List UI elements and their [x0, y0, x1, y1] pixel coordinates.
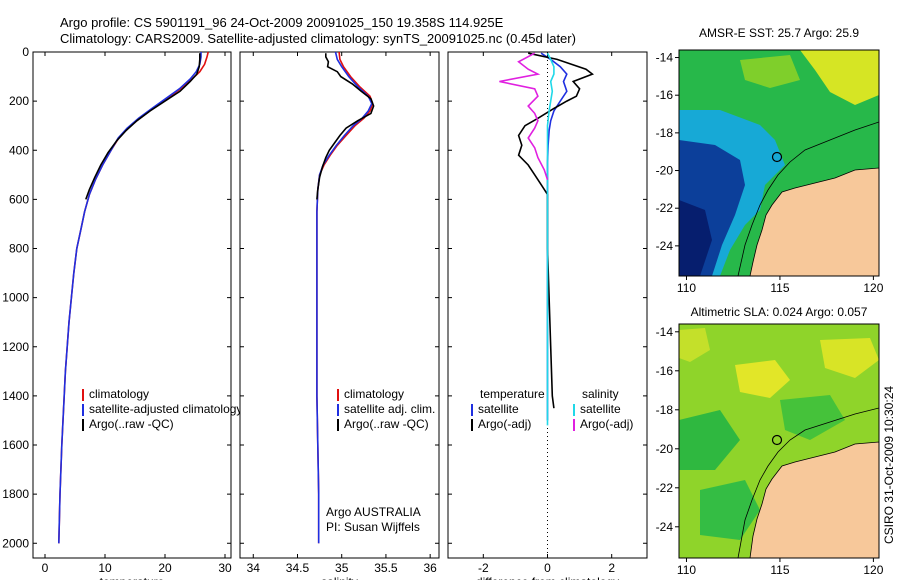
difference-profile-legend-label: Argo(-adj): [580, 417, 633, 431]
temperature-profile-series-argo-raw-qc-: [85, 53, 201, 200]
salinity-profile-legend-label: satellite adj. clim.: [344, 402, 435, 416]
salinity-profile-annotation: Argo AUSTRALIA: [326, 505, 421, 519]
sst-map-ytick-label: -24: [656, 239, 674, 253]
difference-profile-legend-label: satellite: [580, 402, 621, 416]
sla-shelf-contour: [737, 407, 879, 558]
side-timestamp-label: CSIRO 31-Oct-2009 10:30:24: [882, 386, 896, 544]
sla-map-frame: [678, 323, 880, 559]
sst-map-frame: [678, 49, 880, 277]
figure-title-line1: Argo profile: CS 5901191_96 24-Oct-2009 …: [60, 15, 504, 30]
difference-profile-legend-label: Argo(-adj): [478, 417, 531, 431]
difference-profile-legend-label: satellite: [478, 402, 519, 416]
salinity-profile-xtick-label: 35: [335, 561, 349, 575]
sla-yellow-patch-2: [820, 338, 879, 378]
salinity-profile-xtick-label: 34: [247, 561, 261, 575]
sst-map-ytick-label: -16: [656, 88, 674, 102]
sla-map-ytick-label: -18: [656, 403, 674, 417]
sst-map-xtick-label: 115: [770, 281, 789, 295]
figure-title-line2: Climatology: CARS2009. Satellite-adjuste…: [60, 31, 576, 46]
sla-map-ytick-label: -20: [656, 442, 674, 456]
sla-map-xtick-label: 110: [677, 563, 696, 577]
difference-profile-xtick-label: -2: [478, 561, 489, 575]
sst-map-xtick-label: 110: [677, 281, 696, 295]
temperature-profile-xtick-label: 20: [158, 561, 172, 575]
sst-warm-patch: [740, 55, 800, 88]
difference-profile-xlabel: difference from climatology: [476, 575, 619, 580]
sla-argo-marker: [771, 434, 783, 446]
temperature-profile-ytick-label: 0: [22, 45, 29, 59]
sla-map-axes: -14 -16 -18 -20 -22 -24 110 115 120: [656, 325, 884, 577]
salinity-profile-xtick-label: 35.5: [374, 561, 398, 575]
difference-profile-series-salinity-satellite: [546, 52, 555, 426]
difference-profile-panel: -2 0 2difference from climatology temperatu…: [447, 51, 648, 580]
temperature-profile-ytick-label: 1000: [2, 291, 29, 305]
sla-map-ytick-label: -24: [656, 520, 674, 534]
temperature-profile-ytick-label: 1200: [2, 340, 29, 354]
sst-map-ytick-label: -18: [656, 126, 674, 140]
difference-profile-xtick-label: 0: [544, 561, 551, 575]
temperature-profile-series-satellite-adjusted-climatology: [58, 52, 202, 544]
temperature-profile-ytick-label: 2000: [2, 536, 29, 550]
temperature-profile-ytick-label: 1400: [2, 389, 29, 403]
temperature-profile-xtick-label: 0: [42, 561, 49, 575]
sst-map-ytick-label: -22: [656, 201, 674, 215]
sst-warm-region: [800, 50, 879, 105]
difference-profile-legend-label: salinity: [582, 387, 619, 401]
temperature-profile-ytick-label: 1800: [2, 487, 29, 501]
sla-land: [749, 441, 879, 558]
sst-map-xtick-label: 120: [863, 281, 883, 295]
temperature-profile-panel: 0 200 400 600 800 1000 1200 1400 1600 1800 2000 0 10…: [2, 45, 242, 580]
sla-map-ytick-label: -14: [656, 325, 674, 339]
temperature-profile-xtick-label: 10: [98, 561, 112, 575]
sla-map-xtick-label: 115: [770, 563, 789, 577]
temperature-profile-legend-label: satellite-adjusted climatology: [89, 402, 242, 416]
temperature-profile-frame: [32, 51, 232, 559]
temperature-profile-ytick-label: 400: [9, 143, 29, 157]
sla-light-patch: [679, 328, 710, 362]
sst-map-ytick-label: -20: [656, 164, 674, 178]
sst-argo-marker: [771, 151, 783, 163]
sla-map-ytick-label: -16: [656, 364, 674, 378]
sla-map-xtick-label: 120: [863, 563, 883, 577]
sla-green-patch-3: [780, 395, 845, 440]
salinity-profile-legend-label: Argo(..raw -QC): [344, 417, 429, 431]
sla-green-patch-2: [700, 480, 760, 540]
difference-profile-series-salinity-argo-adj-: [499, 52, 549, 180]
sst-map-axes: -14 -16 -18 -20 -22 -24 110 115 120: [656, 51, 884, 295]
salinity-profile-legend-label: climatology: [344, 387, 404, 401]
sst-map-ytick-label: -14: [656, 51, 674, 65]
temperature-profile-legend-label: Argo(..raw -QC): [89, 417, 174, 431]
salinity-profile-series-argo-raw-qc-: [316, 53, 375, 200]
salinity-profile-frame: [239, 51, 440, 559]
sst-land: [749, 167, 879, 276]
sla-map-panel: Altimetric SLA: 0.024 Argo: 0.057 -14 -16…: [656, 305, 884, 577]
temperature-profile-legend-label: climatology: [89, 387, 149, 401]
salinity-profile-xlabel: salinity: [321, 575, 358, 580]
temperature-profile-ytick-label: 600: [9, 192, 29, 206]
sla-green-patch-1: [679, 410, 740, 470]
salinity-profile-xtick-label: 36: [423, 561, 437, 575]
salinity-profile-panel: 34 34.5 35 35.5 36 salinity climatologysatelli…: [239, 51, 440, 580]
salinity-profile-series-satellite-adj-clim-: [316, 51, 373, 544]
temperature-profile-xtick-label: 30: [218, 561, 232, 575]
sst-coldest-region: [679, 200, 712, 276]
sla-yellow-patch-1: [735, 360, 790, 398]
sla-map-ytick-label: -22: [656, 481, 674, 495]
sst-shelf-contour: [737, 121, 879, 276]
temperature-profile-xlabel: temperature: [100, 575, 165, 580]
difference-profile-xtick-label: 2: [608, 561, 615, 575]
difference-profile-legend-label: temperature: [480, 387, 545, 401]
temperature-profile-ytick-label: 800: [9, 242, 29, 256]
temperature-profile-ytick-label: 1600: [2, 438, 29, 452]
salinity-profile-annotation: PI: Susan Wijffels: [326, 520, 420, 534]
temperature-profile-ytick-label: 200: [9, 94, 29, 108]
salinity-profile-xtick-label: 34.5: [286, 561, 310, 575]
sst-map-title: AMSR-E SST: 25.7 Argo: 25.9: [699, 26, 859, 40]
sla-map-title: Altimetric SLA: 0.024 Argo: 0.057: [691, 305, 868, 319]
sst-map-panel: AMSR-E SST: 25.7 Argo: 25.9 -14 -16 -18 -20…: [656, 26, 884, 295]
